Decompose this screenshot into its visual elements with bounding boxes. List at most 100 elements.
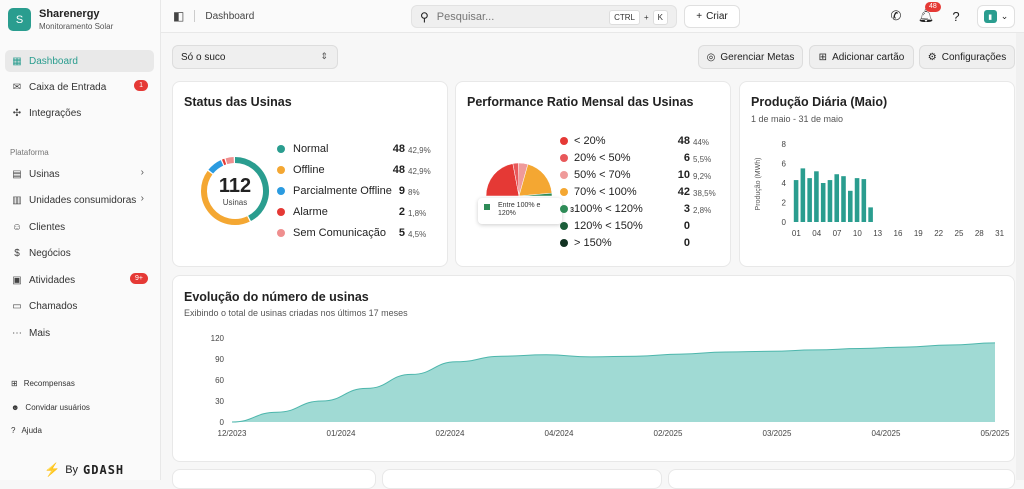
daily-card-title: Produção Diária (Maio) bbox=[751, 95, 888, 109]
sidebar-item-clientes[interactable]: ☺ Clientes bbox=[5, 216, 154, 238]
evolution-line bbox=[231, 342, 996, 423]
page-scrollbar[interactable] bbox=[1016, 33, 1024, 480]
add-card-button[interactable]: ⊞ Adicionar cartão bbox=[809, 45, 914, 69]
breadcrumb-current[interactable]: Dashboard bbox=[205, 10, 255, 22]
status-card: Status das Usinas 112 Usinas Normal 48 42,… bbox=[172, 81, 448, 267]
status-legend-row[interactable]: Normal 48 42,9% bbox=[277, 143, 437, 155]
status-donut-segment[interactable] bbox=[221, 158, 227, 166]
performance-legend-pct: 9,2% bbox=[693, 172, 712, 181]
performance-legend-value: 3 bbox=[683, 203, 690, 215]
sidebar-item-atividades[interactable]: ▣ Atividades 9+ bbox=[5, 269, 154, 291]
status-legend-row[interactable]: Parcialmente Offline 9 8% bbox=[277, 185, 437, 197]
building-icon: ▥ bbox=[12, 194, 22, 206]
performance-pie-slice[interactable] bbox=[485, 163, 520, 197]
sidebar-item-usinas[interactable]: ▤ Usinas › bbox=[5, 163, 154, 185]
performance-legend-row[interactable]: > 150% 0 bbox=[560, 237, 720, 249]
sidebar-item-integrations[interactable]: ✣ Integrações bbox=[5, 102, 154, 124]
filter-select[interactable]: Só o suco ⇕ bbox=[172, 45, 338, 69]
status-legend-label: Alarme bbox=[293, 206, 328, 218]
performance-legend-row[interactable]: 20% < 50% 6 5,5% bbox=[560, 152, 720, 164]
sidebar-item-unidades[interactable]: ▥ Unidades consumidoras › bbox=[5, 189, 154, 211]
tooltip-swatch bbox=[484, 204, 490, 210]
performance-legend-label: 50% < 70% bbox=[574, 169, 631, 181]
daily-xtick: 31 bbox=[995, 229, 1004, 238]
status-legend-row[interactable]: Alarme 2 1,8% bbox=[277, 206, 437, 218]
sidebar-item-chamados[interactable]: ▭ Chamados bbox=[5, 295, 154, 317]
performance-legend-row[interactable]: < 20% 48 44% bbox=[560, 135, 720, 147]
performance-legend-row[interactable]: 120% < 150% 0 bbox=[560, 220, 720, 232]
daily-xtick: 16 bbox=[894, 229, 903, 238]
daily-bar[interactable] bbox=[807, 178, 812, 222]
shortcut-key-ctrl: CTRL bbox=[609, 10, 640, 25]
evolution-area[interactable] bbox=[232, 342, 995, 422]
daily-ytick: 8 bbox=[782, 140, 787, 149]
gift-icon: ⊞ bbox=[11, 378, 18, 388]
performance-tooltip: Entre 100% e 120% 3 bbox=[478, 198, 574, 224]
daily-bar[interactable] bbox=[847, 190, 853, 222]
daily-bar[interactable] bbox=[800, 168, 806, 222]
sidebar-item-recompensas[interactable]: ⊞ Recompensas bbox=[5, 374, 154, 392]
daily-bar[interactable] bbox=[827, 180, 833, 222]
status-donut-segment[interactable] bbox=[225, 157, 234, 165]
performance-pie-slice[interactable] bbox=[518, 163, 553, 197]
powered-by-brand: GDASH bbox=[83, 463, 125, 477]
performance-pie-slice[interactable] bbox=[518, 192, 553, 197]
brand-subtitle: Monitoramento Solar bbox=[39, 22, 114, 31]
sidebar: S Sharenergy Monitoramento Solar ▦ Dashb… bbox=[0, 0, 161, 480]
status-legend-row[interactable]: Offline 48 42,9% bbox=[277, 164, 437, 176]
evolution-ytick: 120 bbox=[211, 334, 225, 343]
status-legend-label: Offline bbox=[293, 164, 325, 176]
daily-production-card: Produção Diária (Maio) 1 de maio - 31 de… bbox=[739, 81, 1015, 267]
sidebar-item-inbox[interactable]: ✉ Caixa de Entrada 1 bbox=[5, 76, 154, 98]
daily-bar[interactable] bbox=[854, 178, 860, 222]
sidebar-item-label: Clientes bbox=[29, 221, 66, 233]
daily-bar[interactable] bbox=[861, 179, 867, 222]
sidebar-item-negocios[interactable]: $ Negócios bbox=[5, 242, 154, 264]
performance-legend-label: 70% < 100% bbox=[574, 186, 637, 198]
tooltip-value: 3 bbox=[570, 207, 574, 214]
help-circle-icon[interactable]: ? bbox=[952, 8, 960, 24]
evolution-xtick: 04/2025 bbox=[872, 429, 901, 438]
performance-legend-dot bbox=[560, 188, 568, 196]
brand-name: Sharenergy bbox=[39, 8, 100, 20]
daily-bar[interactable] bbox=[868, 207, 873, 222]
status-donut-segment[interactable] bbox=[208, 160, 224, 174]
sidebar-item-label: Ajuda bbox=[21, 425, 42, 435]
performance-legend-row[interactable]: 100% < 120% 3 2,8% bbox=[560, 203, 720, 215]
sidebar-item-ajuda[interactable]: ? Ajuda bbox=[5, 421, 154, 439]
settings-button[interactable]: ⚙ Configurações bbox=[919, 45, 1015, 69]
sidebar-item-mais[interactable]: ⋯ Mais bbox=[5, 322, 154, 344]
sidebar-toggle-icon[interactable]: ◧ bbox=[173, 9, 185, 23]
status-legend-row[interactable]: Sem Comunicação 5 4,5% bbox=[277, 227, 437, 239]
daily-bar[interactable] bbox=[834, 174, 840, 222]
daily-xtick: 01 bbox=[792, 229, 801, 238]
daily-xtick: 28 bbox=[975, 229, 984, 238]
status-legend-label: Sem Comunicação bbox=[293, 227, 386, 239]
app-switcher-button[interactable]: ▮ ⌄ bbox=[977, 5, 1015, 28]
status-total-label: Usinas bbox=[222, 198, 248, 207]
daily-bar[interactable] bbox=[820, 183, 826, 222]
daily-bar[interactable] bbox=[814, 171, 819, 222]
create-button[interactable]: + Criar bbox=[684, 5, 740, 28]
performance-legend-row[interactable]: 70% < 100% 42 38,5% bbox=[560, 186, 720, 198]
performance-legend-row[interactable]: 50% < 70% 10 9,2% bbox=[560, 169, 720, 181]
sidebar-item-label: Usinas bbox=[29, 168, 60, 180]
manage-goals-button[interactable]: ◎ Gerenciar Metas bbox=[698, 45, 803, 69]
sidebar-item-label: Negócios bbox=[29, 247, 71, 259]
daily-bar[interactable] bbox=[841, 176, 846, 222]
daily-bar[interactable] bbox=[793, 180, 799, 222]
status-donut-segment[interactable] bbox=[234, 157, 269, 222]
search-bar[interactable]: ⚲ CTRL + K bbox=[411, 5, 677, 28]
daily-xtick: 04 bbox=[812, 229, 821, 238]
sidebar-item-dashboard[interactable]: ▦ Dashboard bbox=[5, 50, 154, 72]
chevron-right-icon: › bbox=[140, 193, 144, 204]
status-donut-segment[interactable] bbox=[201, 170, 250, 225]
search-input[interactable] bbox=[436, 10, 597, 23]
brand[interactable]: S Sharenergy Monitoramento Solar bbox=[8, 8, 113, 31]
phone-icon[interactable]: ✆ bbox=[890, 8, 902, 23]
powered-by[interactable]: ⚡ By GDASH bbox=[44, 462, 124, 478]
performance-legend-dot bbox=[560, 239, 568, 247]
sidebar-item-convidar[interactable]: ☻ Convidar usuários bbox=[5, 398, 154, 416]
topbar: ◧ Dashboard ⚲ CTRL + K + Criar ✆ 🔔︎ 48 ?… bbox=[161, 0, 1024, 33]
status-legend-value: 9 bbox=[398, 185, 405, 197]
